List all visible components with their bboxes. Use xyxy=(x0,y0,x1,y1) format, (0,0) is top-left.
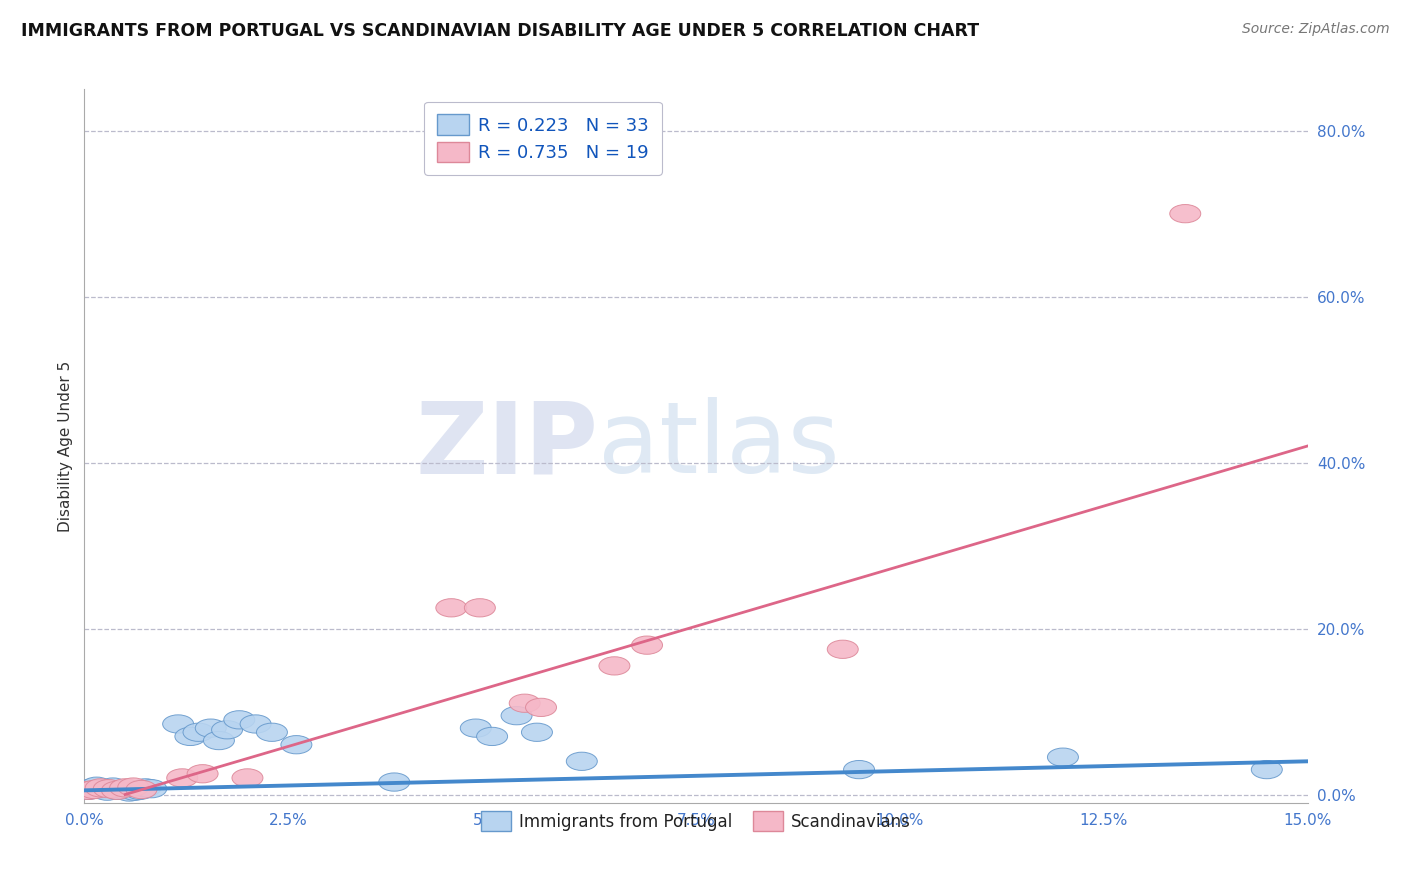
Ellipse shape xyxy=(87,780,118,797)
Ellipse shape xyxy=(101,781,132,799)
Ellipse shape xyxy=(436,599,467,617)
Ellipse shape xyxy=(599,657,630,675)
Ellipse shape xyxy=(204,731,235,749)
Ellipse shape xyxy=(1170,204,1201,223)
Ellipse shape xyxy=(827,640,858,658)
Ellipse shape xyxy=(129,779,162,797)
Ellipse shape xyxy=(281,736,312,754)
Ellipse shape xyxy=(460,719,491,738)
Legend: Immigrants from Portugal, Scandinavians: Immigrants from Portugal, Scandinavians xyxy=(474,805,918,838)
Text: Source: ZipAtlas.com: Source: ZipAtlas.com xyxy=(1241,22,1389,37)
Ellipse shape xyxy=(1251,761,1282,779)
Y-axis label: Disability Age Under 5: Disability Age Under 5 xyxy=(58,360,73,532)
Ellipse shape xyxy=(240,714,271,733)
Ellipse shape xyxy=(163,714,194,733)
Text: atlas: atlas xyxy=(598,398,839,494)
Ellipse shape xyxy=(477,727,508,746)
Ellipse shape xyxy=(73,781,104,799)
Ellipse shape xyxy=(82,777,112,796)
Ellipse shape xyxy=(83,780,114,798)
Ellipse shape xyxy=(79,780,110,798)
Ellipse shape xyxy=(93,780,124,797)
Ellipse shape xyxy=(509,694,540,713)
Ellipse shape xyxy=(118,778,149,797)
Ellipse shape xyxy=(232,769,263,787)
Ellipse shape xyxy=(567,752,598,771)
Ellipse shape xyxy=(464,599,495,617)
Ellipse shape xyxy=(103,781,134,799)
Ellipse shape xyxy=(73,781,104,799)
Ellipse shape xyxy=(120,782,150,800)
Ellipse shape xyxy=(211,721,243,739)
Ellipse shape xyxy=(631,636,662,654)
Ellipse shape xyxy=(256,723,287,741)
Ellipse shape xyxy=(77,779,108,797)
Ellipse shape xyxy=(97,778,128,797)
Ellipse shape xyxy=(522,723,553,741)
Ellipse shape xyxy=(174,727,205,746)
Ellipse shape xyxy=(124,781,155,799)
Text: ZIP: ZIP xyxy=(415,398,598,494)
Ellipse shape xyxy=(110,779,141,797)
Ellipse shape xyxy=(108,780,139,798)
Ellipse shape xyxy=(224,711,254,729)
Ellipse shape xyxy=(1047,748,1078,766)
Ellipse shape xyxy=(378,773,409,791)
Ellipse shape xyxy=(187,764,218,783)
Ellipse shape xyxy=(136,780,167,797)
Ellipse shape xyxy=(114,783,145,801)
Ellipse shape xyxy=(844,761,875,779)
Text: IMMIGRANTS FROM PORTUGAL VS SCANDINAVIAN DISABILITY AGE UNDER 5 CORRELATION CHAR: IMMIGRANTS FROM PORTUGAL VS SCANDINAVIAN… xyxy=(21,22,979,40)
Ellipse shape xyxy=(86,779,117,797)
Ellipse shape xyxy=(501,706,531,725)
Ellipse shape xyxy=(91,782,122,800)
Ellipse shape xyxy=(127,780,157,798)
Ellipse shape xyxy=(183,723,214,741)
Ellipse shape xyxy=(195,719,226,738)
Ellipse shape xyxy=(526,698,557,716)
Ellipse shape xyxy=(167,769,198,787)
